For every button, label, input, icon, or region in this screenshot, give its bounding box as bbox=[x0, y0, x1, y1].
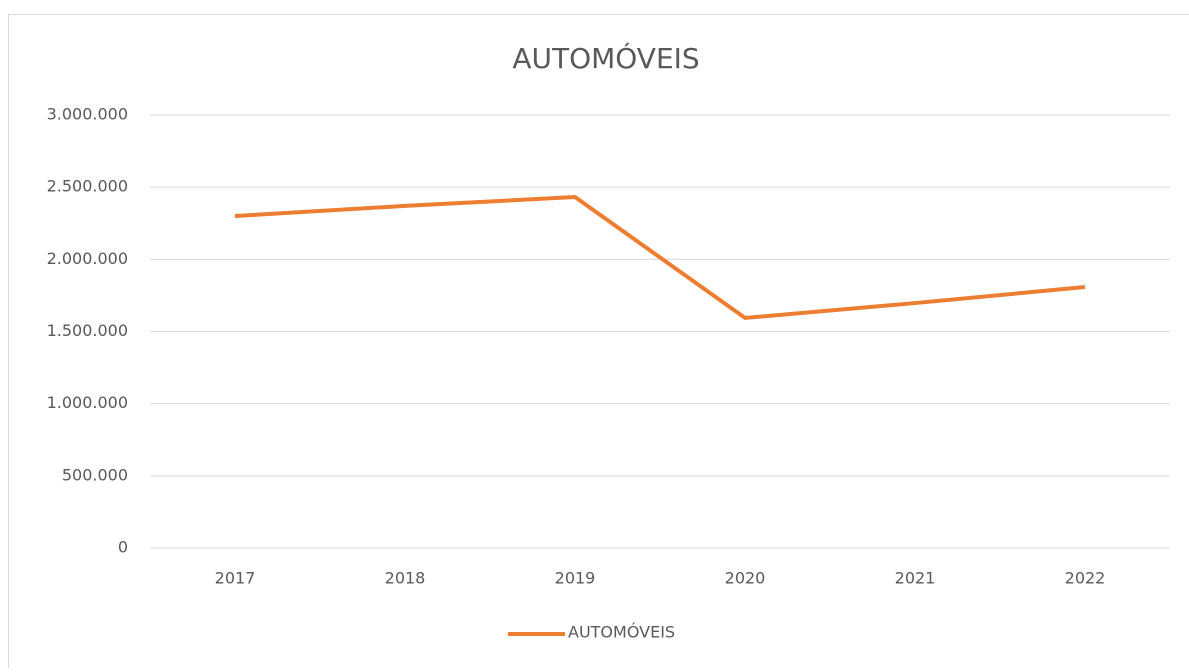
legend-label: AUTOMÓVEIS bbox=[568, 623, 675, 642]
x-tick-label: 2019 bbox=[555, 569, 596, 588]
x-tick-label: 2021 bbox=[895, 569, 936, 588]
y-tick-label: 0 bbox=[118, 538, 128, 557]
y-tick-label: 1.500.000 bbox=[47, 321, 128, 340]
y-tick-label: 500.000 bbox=[62, 465, 128, 484]
y-tick-label: 3.000.000 bbox=[47, 105, 128, 124]
x-tick-label: 2018 bbox=[385, 569, 426, 588]
y-tick-label: 1.000.000 bbox=[47, 393, 128, 412]
y-tick-label: 2.500.000 bbox=[47, 177, 128, 196]
y-tick-label: 2.000.000 bbox=[47, 249, 128, 268]
x-tick-label: 2020 bbox=[725, 569, 766, 588]
x-tick-label: 2022 bbox=[1065, 569, 1106, 588]
chart-frame bbox=[9, 15, 1189, 669]
chart-title: AUTOMÓVEIS bbox=[512, 41, 699, 75]
x-tick-label: 2017 bbox=[215, 569, 256, 588]
